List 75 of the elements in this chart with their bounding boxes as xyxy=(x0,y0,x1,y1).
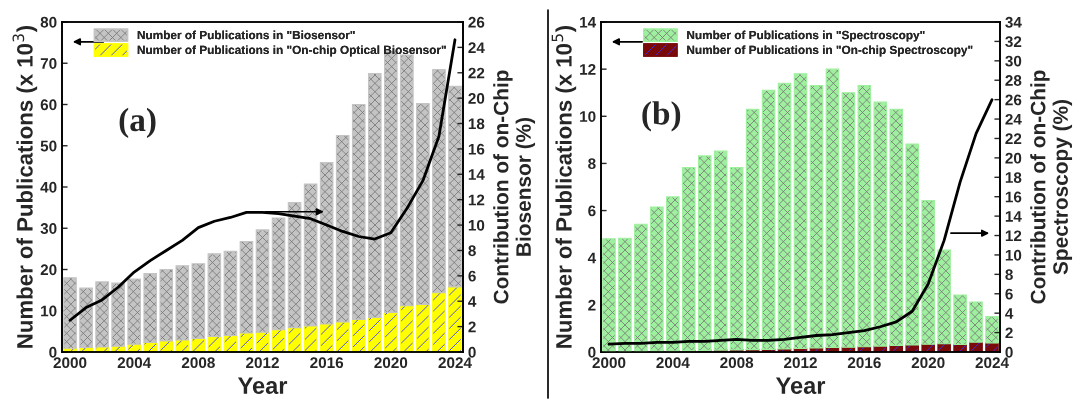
y-tick-label: 14 xyxy=(580,17,597,28)
annotation: (b) xyxy=(642,101,681,132)
y2-tick-label: 32 xyxy=(1005,36,1022,48)
y-tick-label: 0 xyxy=(49,346,57,358)
y-tick-label: 10 xyxy=(41,305,57,317)
x-tick-label: 2016 xyxy=(310,357,344,369)
y-tick-label: 40 xyxy=(40,181,57,193)
x-axis-title: Year xyxy=(237,377,288,394)
y2-tick-label: 26 xyxy=(468,16,485,28)
y2-tick-label: 20 xyxy=(468,93,485,104)
x-tick-label: 2008 xyxy=(181,357,215,369)
y2-tick-label: 10 xyxy=(1005,249,1022,261)
x-tick-label: 2024 xyxy=(975,357,1009,369)
y2-tick-label: 8 xyxy=(468,245,476,257)
x-tick-label: 2000 xyxy=(53,357,87,369)
x-tick-label: 2020 xyxy=(374,357,408,369)
y2-tick-label: 6 xyxy=(468,270,476,282)
y-tick-label: 12 xyxy=(580,64,596,75)
y2-tick-label: 22 xyxy=(1005,133,1022,145)
y2-tick-label: 16 xyxy=(1005,191,1022,203)
y2-axis-title: Contribution of on-Chip Spectroscopy (%) xyxy=(1030,70,1073,304)
y-tick-label: 80 xyxy=(40,16,57,28)
legend-label: Number of Publications in "Spectroscopy" xyxy=(687,30,925,42)
x-tick-label: 2012 xyxy=(246,357,279,369)
y2-tick-label: 28 xyxy=(1005,75,1022,86)
x-tick-label: 2012 xyxy=(784,357,817,369)
y2-tick-label: 16 xyxy=(468,143,485,155)
y2-tick-label: 12 xyxy=(468,194,485,206)
y-axis-title: Number of Publications (x 10$^{3}$) xyxy=(12,25,38,348)
x-tick-label: 2004 xyxy=(117,357,152,369)
x-tick-label: 2020 xyxy=(911,357,945,369)
y-tick-label: 30 xyxy=(40,223,57,234)
legend-label: Number of Publications in "On-chip Optical Biosensor" xyxy=(137,45,446,57)
y-tick-label: 4 xyxy=(587,252,597,264)
x-tick-label: 2016 xyxy=(847,357,881,369)
y2-tick-label: 2 xyxy=(1005,327,1013,339)
y-tick-label: 10 xyxy=(580,111,596,122)
y-tick-label: 0 xyxy=(588,346,596,358)
y-tick-label: 8 xyxy=(588,158,596,170)
legend-label: Number of Publications in "On-chip Spectroscopy" xyxy=(687,45,973,57)
y-tick-label: 2 xyxy=(588,299,596,311)
y-tick-label: 70 xyxy=(40,58,57,69)
y2-tick-label: 0 xyxy=(468,346,476,358)
y-tick-label: 60 xyxy=(40,99,57,111)
y2-tick-label: 6 xyxy=(1005,288,1013,300)
y2-tick-label: 20 xyxy=(1005,152,1022,164)
x-tick-label: 2024 xyxy=(438,357,472,369)
annotation: (a) xyxy=(119,107,156,138)
y-tick-label: 20 xyxy=(40,264,57,276)
x-tick-label: 2000 xyxy=(592,357,626,369)
y2-tick-label: 24 xyxy=(468,42,485,53)
x-axis-title: Year xyxy=(775,377,826,394)
y2-tick-label: 18 xyxy=(468,118,485,130)
legend-label: Number of Publications in "Biosensor" xyxy=(137,30,355,40)
x-tick-label: 2008 xyxy=(720,357,754,369)
y2-tick-label: 0 xyxy=(1005,346,1013,358)
y2-tick-label: 10 xyxy=(468,219,485,231)
y2-tick-label: 34 xyxy=(1005,16,1022,28)
x-tick-label: 2004 xyxy=(656,357,690,369)
y2-tick-label: 8 xyxy=(1005,269,1013,281)
y2-tick-label: 4 xyxy=(1005,308,1014,319)
y2-tick-label: 4 xyxy=(468,296,477,307)
y2-tick-label: 24 xyxy=(1005,113,1022,125)
y2-tick-label: 26 xyxy=(1005,94,1022,106)
y2-axis-title: Contribution of on-Chip Biosensor (%) xyxy=(493,70,536,304)
y-tick-label: 6 xyxy=(588,205,596,217)
y-tick-label: 50 xyxy=(40,140,57,152)
y-axis-title: Number of Publications (x 10$^{5}$) xyxy=(551,25,577,348)
y2-tick-label: 18 xyxy=(1005,172,1022,183)
y2-tick-label: 30 xyxy=(1005,55,1022,67)
y2-tick-label: 14 xyxy=(1005,211,1022,222)
y2-tick-label: 2 xyxy=(468,321,476,333)
y2-tick-label: 12 xyxy=(1005,230,1022,242)
y2-tick-label: 22 xyxy=(468,67,485,79)
y2-tick-label: 14 xyxy=(468,169,485,180)
